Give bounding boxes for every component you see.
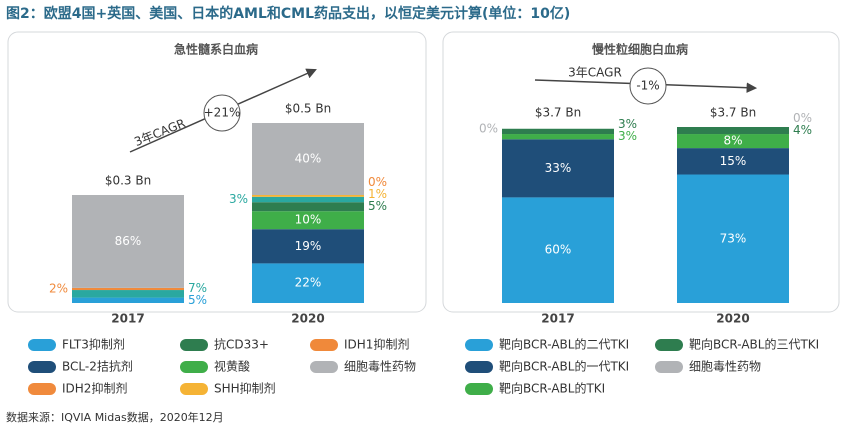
cagr-label: 3年CAGR xyxy=(568,66,622,80)
source: 数据来源：IQVIA Midas数据，2020年12月 xyxy=(6,410,224,424)
cagr-value: +21% xyxy=(204,106,241,120)
bar-segment xyxy=(677,127,789,135)
bar-segment xyxy=(72,287,184,291)
legend-label: 细胞毒性药物 xyxy=(344,360,416,374)
value-label: 0% xyxy=(793,111,812,125)
legend-label: 抗CD33+ xyxy=(214,337,269,352)
legend-swatch xyxy=(310,339,338,351)
chart-title: 急性髓系白血病 xyxy=(174,42,258,57)
bar-segment xyxy=(252,195,364,197)
legend-swatch xyxy=(465,383,493,395)
panel xyxy=(7,31,427,313)
bar-segment xyxy=(677,134,789,149)
bar-segment xyxy=(252,211,364,230)
value-label: 5% xyxy=(368,199,387,213)
value-label: 0% xyxy=(368,175,387,189)
value-label: 22% xyxy=(295,276,322,290)
cagr-circle xyxy=(629,67,667,105)
value-label: 40% xyxy=(295,152,322,166)
value-label: 0% xyxy=(479,121,498,135)
x-tick-label: 2017 xyxy=(111,312,144,326)
legend-label: 靶向BCR-ABL的三代TKI xyxy=(689,337,819,352)
legend-swatch xyxy=(465,339,493,351)
legend-swatch xyxy=(28,361,56,373)
value-label: 33% xyxy=(545,161,572,175)
value-label: 73% xyxy=(720,231,747,245)
figure-title: 图2：欧盟4国+英国、美国、日本的AML和CML药品支出，以恒定美元计算(单位：… xyxy=(6,5,570,22)
bar-segment xyxy=(252,263,364,303)
legend-swatch xyxy=(655,339,683,351)
x-tick-label: 2017 xyxy=(541,312,574,326)
cagr-circle xyxy=(203,94,241,132)
legend-label: IDH2抑制剂 xyxy=(62,381,127,396)
bar-segment xyxy=(72,290,184,298)
bar-segment xyxy=(252,123,364,195)
value-label: 5% xyxy=(188,293,207,307)
bar-segment xyxy=(677,174,789,303)
value-label: 4% xyxy=(793,123,812,137)
bar-segment xyxy=(677,148,789,175)
value-label: 7% xyxy=(188,281,207,295)
bar-segment xyxy=(72,297,184,303)
value-label: 3% xyxy=(229,192,248,206)
bar-segment xyxy=(502,134,614,140)
value-label: 60% xyxy=(545,243,572,257)
legend-label: FLT3抑制剂 xyxy=(62,337,125,352)
value-label: 3% xyxy=(618,129,637,143)
value-label: 86% xyxy=(115,234,142,248)
bar-segment xyxy=(502,139,614,198)
legend-label: 细胞毒性药物 xyxy=(689,360,761,374)
legend-swatch xyxy=(180,361,208,373)
total-label: $0.3 Bn xyxy=(105,174,151,188)
legend-label: BCL-2拮抗剂 xyxy=(62,359,133,374)
legend-swatch xyxy=(465,361,493,373)
chart-title: 慢性粒细胞白血病 xyxy=(592,42,688,57)
legend-label: SHH抑制剂 xyxy=(214,381,276,396)
bar-segment xyxy=(252,202,364,212)
total-label: $3.7 Bn xyxy=(535,106,581,120)
value-label: 10% xyxy=(295,213,322,227)
value-label: 1% xyxy=(368,187,387,201)
x-tick-label: 2020 xyxy=(291,312,324,326)
bar-segment xyxy=(252,229,364,264)
legend-swatch xyxy=(180,339,208,351)
value-label: 3% xyxy=(618,117,637,131)
total-label: $0.5 Bn xyxy=(285,102,331,116)
legend-label: 靶向BCR-ABL的一代TKI xyxy=(499,359,629,374)
value-label: 2% xyxy=(49,281,68,295)
bar-segment xyxy=(72,195,184,288)
bar-segment xyxy=(502,197,614,303)
cagr-label: 3年CAGR xyxy=(132,116,187,149)
legend-swatch xyxy=(310,361,338,373)
legend-label: 视黄酸 xyxy=(214,359,250,374)
x-tick-label: 2020 xyxy=(716,312,749,326)
legend-swatch xyxy=(655,361,683,373)
value-label: 8% xyxy=(723,134,742,148)
legend-swatch xyxy=(28,383,56,395)
legend-swatch xyxy=(180,383,208,395)
panel xyxy=(442,31,840,313)
legend-swatch xyxy=(28,339,56,351)
bar-segment xyxy=(502,128,614,135)
legend-label: IDH1抑制剂 xyxy=(344,337,409,352)
value-label: 19% xyxy=(295,239,322,253)
cagr-value: -1% xyxy=(636,79,659,93)
value-label: 15% xyxy=(720,154,747,168)
legend-label: 靶向BCR-ABL的二代TKI xyxy=(499,337,629,352)
bar-segment xyxy=(252,196,364,203)
total-label: $3.7 Bn xyxy=(710,106,756,120)
legend-label: 靶向BCR-ABL的TKI xyxy=(499,381,605,396)
